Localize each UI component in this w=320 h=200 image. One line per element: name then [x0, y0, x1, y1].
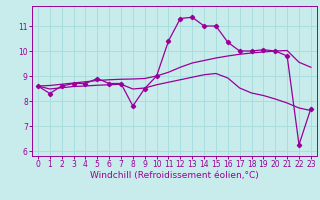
X-axis label: Windchill (Refroidissement éolien,°C): Windchill (Refroidissement éolien,°C)	[90, 171, 259, 180]
